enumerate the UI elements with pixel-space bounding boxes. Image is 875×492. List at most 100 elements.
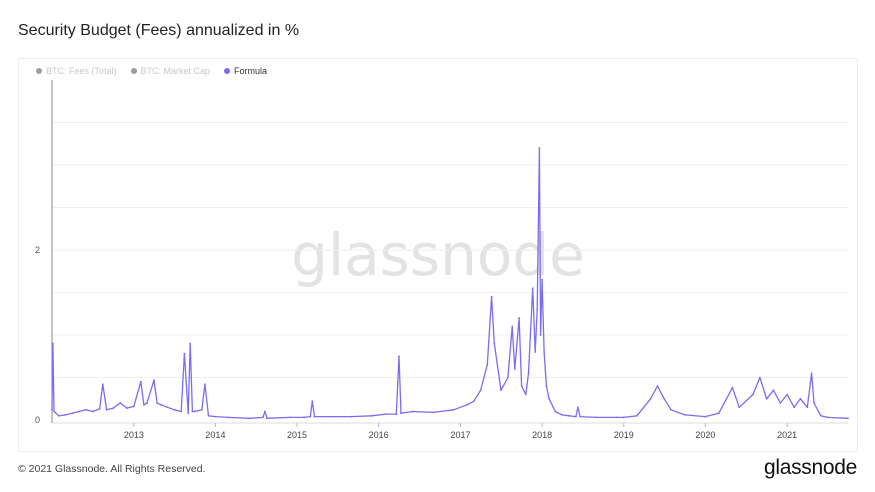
data-point: [513, 368, 516, 370]
data-point: [786, 393, 789, 396]
brand-logo[interactable]: glassnode: [763, 456, 857, 479]
data-point: [146, 402, 148, 404]
data-point: [207, 414, 210, 417]
data-point: [806, 406, 809, 409]
x-tick-label: 2014: [205, 430, 225, 440]
data-point: [810, 372, 813, 375]
data-points: [51, 147, 849, 420]
data-point: [248, 417, 251, 420]
data-point: [704, 415, 707, 418]
data-point: [779, 402, 782, 404]
data-point: [214, 415, 217, 418]
x-tick-label: 2013: [124, 430, 144, 440]
data-point: [204, 383, 206, 386]
grid-lines: [52, 122, 848, 424]
data-point: [568, 414, 570, 417]
data-point: [194, 410, 196, 413]
data-point: [772, 389, 775, 392]
data-point: [538, 147, 541, 149]
data-point: [53, 410, 55, 413]
chart-title: Security Budget (Fees) annualized in %: [18, 22, 300, 39]
data-point: [595, 416, 598, 419]
data-point: [51, 408, 53, 411]
data-point: [479, 389, 482, 392]
data-point: [548, 397, 550, 400]
data-point: [398, 355, 400, 358]
data-point: [820, 414, 822, 417]
y-axis: 02: [35, 245, 40, 425]
data-point: [520, 385, 523, 387]
data-point: [656, 385, 659, 387]
data-point: [539, 334, 542, 336]
legend-item[interactable]: BTC: Market Cap: [130, 66, 211, 76]
data-point: [166, 406, 169, 409]
data-point: [139, 380, 142, 383]
data-point: [309, 415, 312, 418]
x-tick-label: 2018: [532, 430, 552, 440]
x-tick-label: 2017: [450, 430, 470, 440]
data-point: [765, 397, 768, 400]
data-point: [752, 393, 754, 396]
data-point: [500, 389, 502, 392]
data-point: [311, 400, 314, 403]
data-point: [180, 410, 183, 413]
data-point: [579, 415, 581, 418]
x-axis: 2013 2014 2015 2016 2017 2018 2019 2020 2021: [124, 423, 797, 440]
data-point: [395, 413, 398, 415]
data-point: [191, 410, 194, 413]
y-tick-label: 2: [35, 245, 40, 255]
data-point: [717, 412, 720, 415]
data-point: [554, 410, 557, 413]
data-point: [683, 414, 686, 416]
data-point: [143, 403, 145, 406]
data-point: [187, 412, 190, 415]
data-point: [759, 376, 761, 379]
legend-label: BTC: Market Cap: [140, 66, 211, 76]
data-point: [534, 351, 537, 353]
legend: BTC: Fees (Total) BTC: Market Cap Formula: [36, 66, 267, 76]
data-point: [313, 415, 316, 418]
data-point: [132, 405, 135, 408]
data-point: [303, 416, 305, 419]
data-point: [227, 416, 230, 419]
data-point: [91, 410, 94, 413]
data-point: [64, 414, 67, 416]
legend-item[interactable]: Formula: [224, 66, 267, 76]
data-point: [411, 410, 414, 413]
data-point: [189, 342, 192, 345]
x-tick-label: 2021: [777, 430, 797, 440]
data-point: [536, 308, 539, 311]
chart-panel: [18, 58, 858, 452]
data-point: [101, 383, 104, 386]
watermark: glassnode: [291, 221, 585, 289]
data-point: [670, 408, 672, 411]
data-point: [183, 352, 186, 355]
data-point: [490, 295, 493, 298]
data-point: [266, 417, 268, 420]
x-tick-label: 2015: [287, 430, 307, 440]
data-point: [71, 412, 74, 415]
data-point: [78, 410, 80, 413]
data-point: [119, 402, 122, 404]
data-point: [493, 342, 496, 345]
data-point: [112, 407, 115, 409]
data-point: [541, 278, 543, 281]
data-point: [545, 385, 548, 387]
data-point: [826, 416, 829, 419]
data-point: [452, 408, 455, 411]
data-point: [731, 386, 734, 389]
data-point: [329, 415, 332, 418]
legend-dot-icon: [224, 68, 231, 74]
data-point: [663, 397, 666, 400]
data-point: [432, 411, 435, 414]
legend-label: Formula: [234, 66, 268, 76]
legend-item[interactable]: BTC: Fees (Total): [36, 66, 117, 76]
data-point: [615, 416, 618, 419]
data-point: [153, 379, 155, 381]
data-point: [472, 400, 475, 403]
data-point: [173, 408, 176, 411]
data-point: [511, 325, 514, 328]
data-point: [524, 393, 527, 396]
series-line-formula: [51, 147, 849, 419]
